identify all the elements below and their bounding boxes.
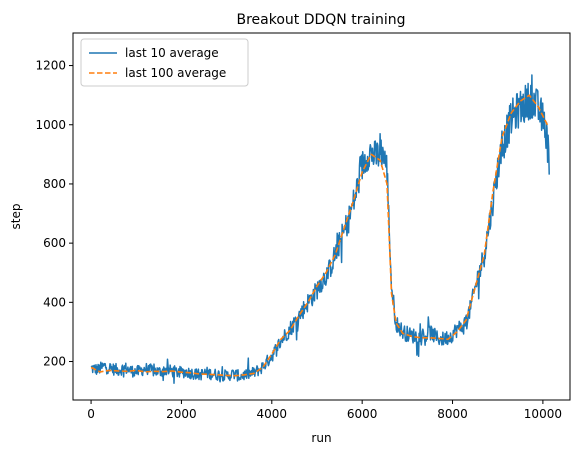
x-tick-label: 2000 (166, 407, 197, 421)
plot-frame (72, 32, 571, 401)
chart-title: Breakout DDQN training (237, 12, 406, 28)
y-tick-label: 800 (43, 177, 66, 191)
y-tick-label: 1200 (35, 59, 66, 73)
series-layer (90, 74, 550, 384)
series-line-last-10-average (90, 74, 550, 384)
x-axis-label: run (311, 431, 331, 445)
y-tick-label: 200 (43, 355, 66, 369)
x-tick-label: 6000 (347, 407, 378, 421)
y-tick-label: 600 (43, 236, 66, 250)
y-axis: 200 400 600 800 1000 1200 (35, 59, 73, 369)
legend: last 10 average last 100 average (80, 38, 249, 87)
y-tick-label: 400 (43, 295, 66, 309)
series-line-last-100-average (90, 94, 549, 377)
x-axis: 0 2000 4000 6000 8000 10000 (87, 400, 562, 421)
x-tick-label: 8000 (437, 407, 468, 421)
legend-label: last 10 average (125, 46, 219, 60)
legend-box (80, 38, 249, 87)
legend-label: last 100 average (125, 66, 226, 80)
x-tick-label: 0 (87, 407, 95, 421)
y-tick-label: 1000 (35, 118, 66, 132)
y-axis-label: step (9, 204, 23, 230)
x-tick-label: 4000 (257, 407, 288, 421)
x-tick-label: 10000 (524, 407, 562, 421)
